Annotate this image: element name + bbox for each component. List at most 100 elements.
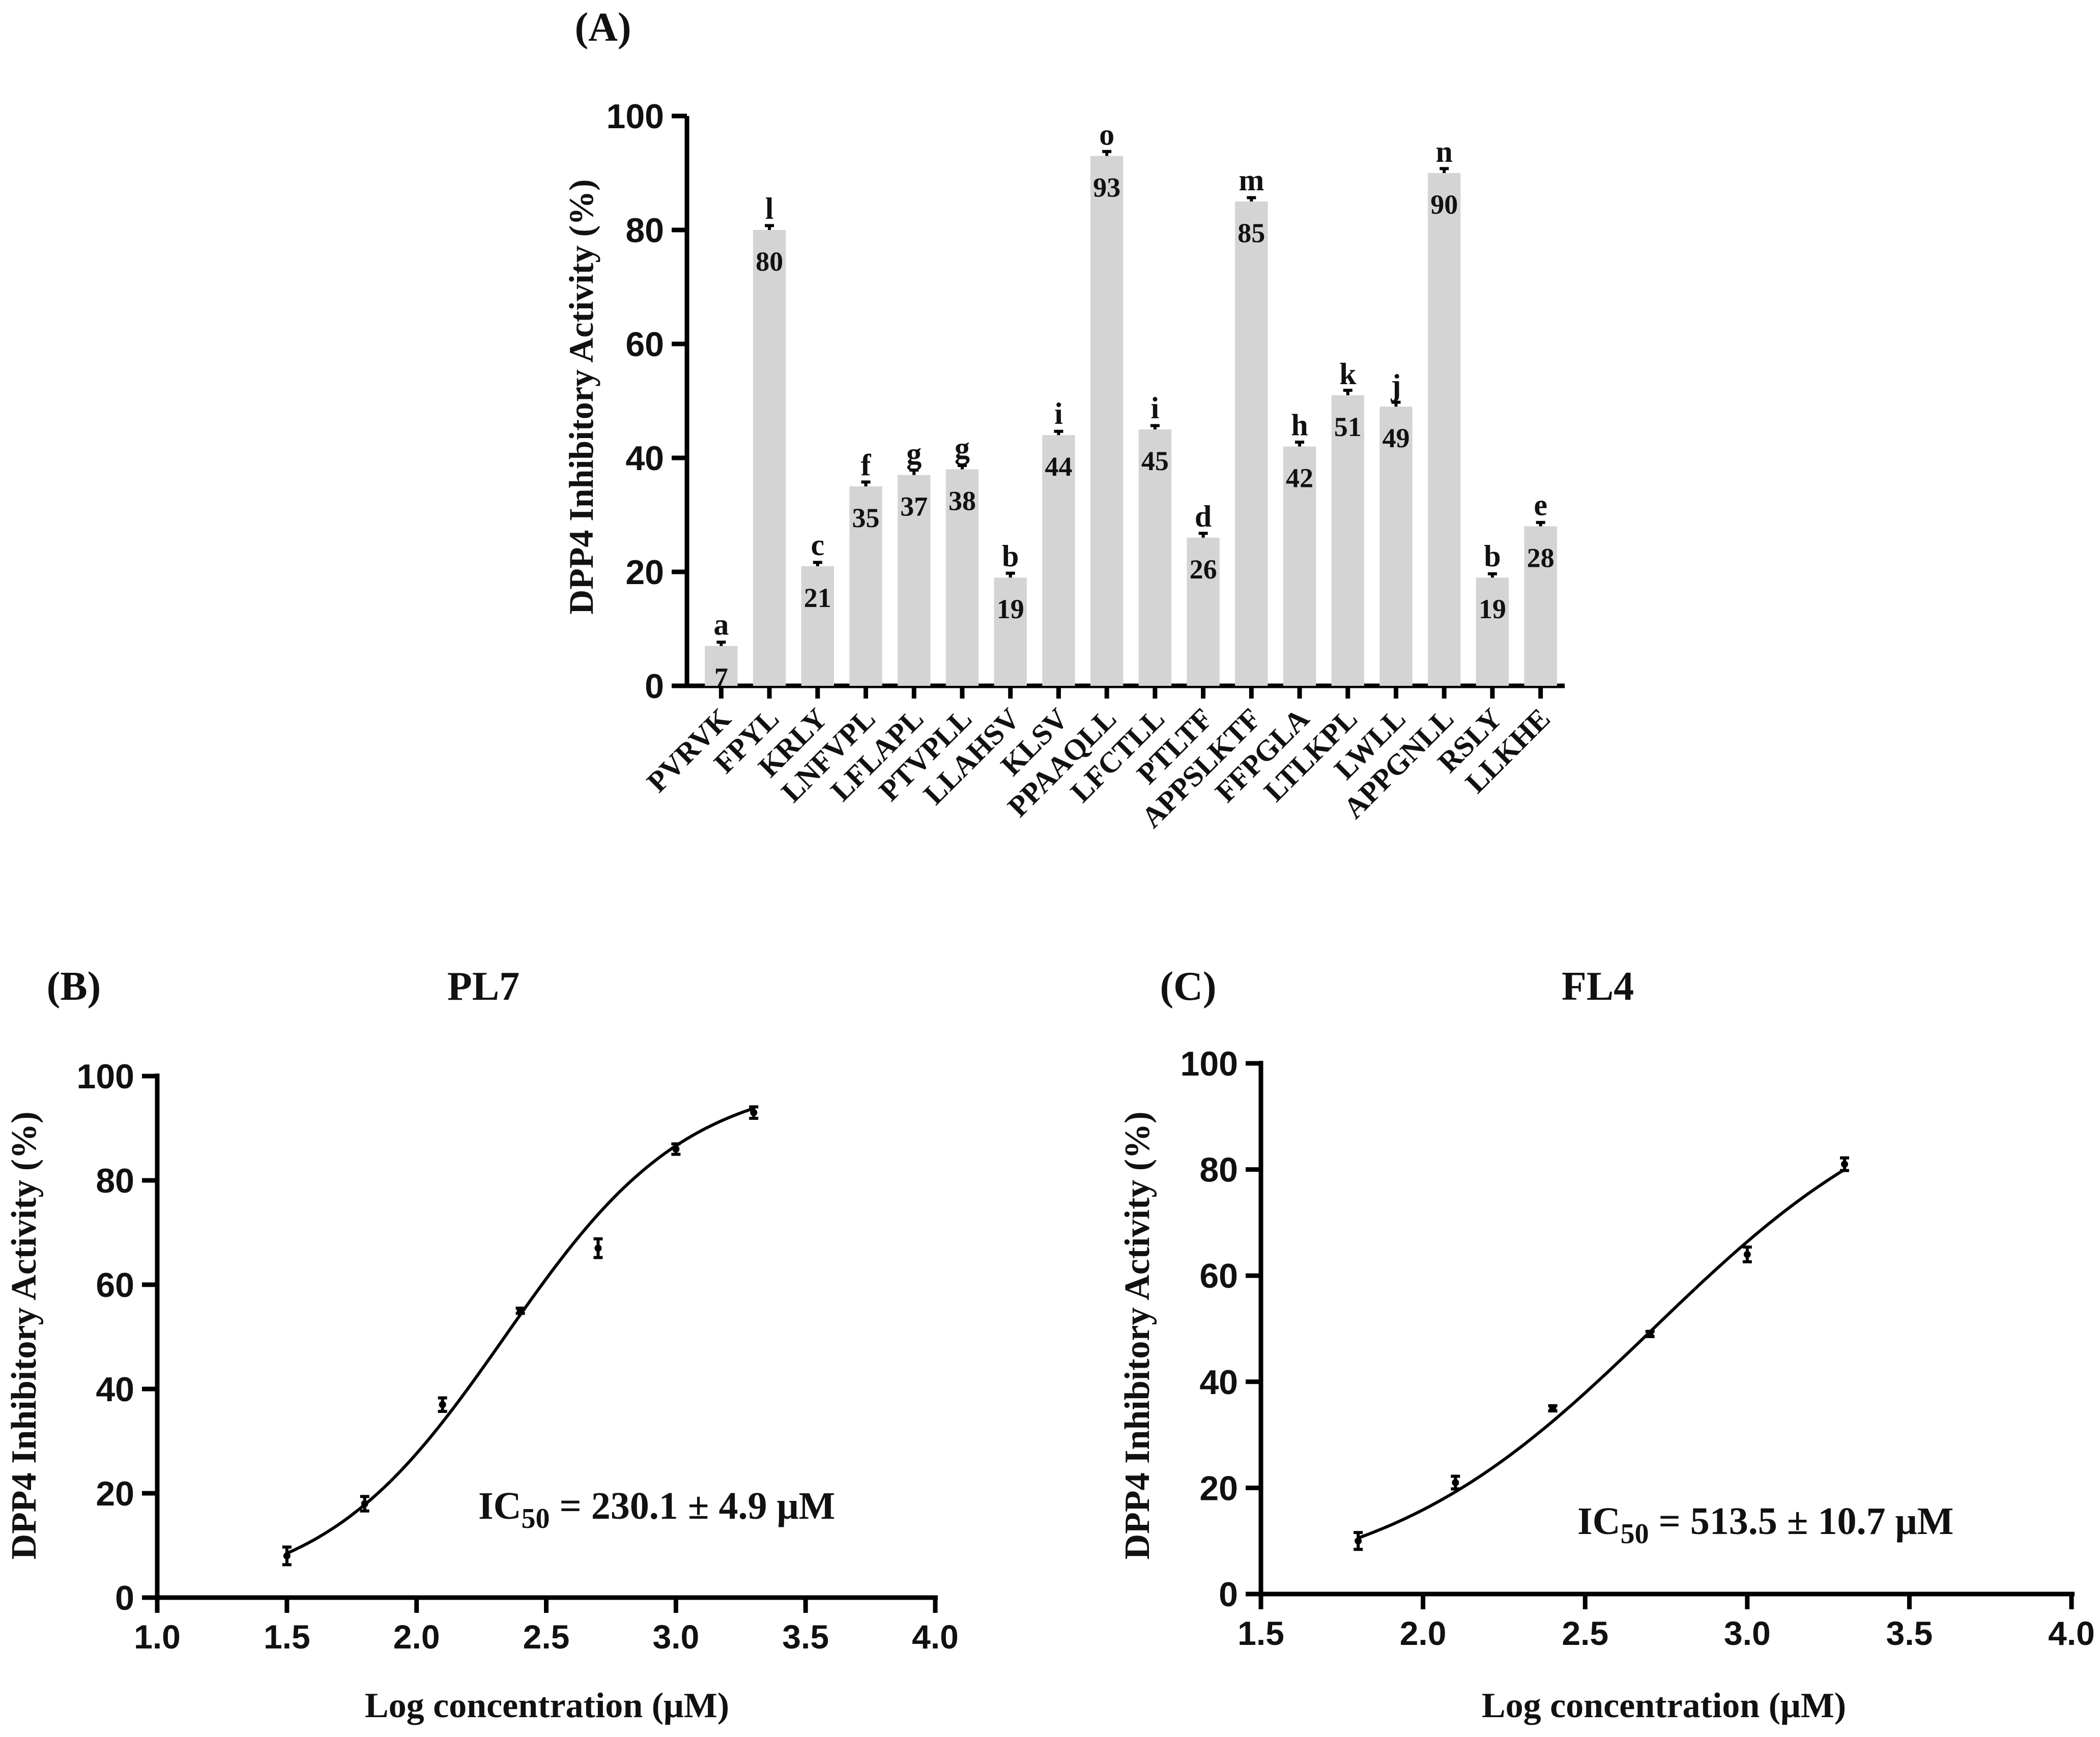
- panel-a-bar: [801, 566, 835, 686]
- panel-a-bar: [1427, 173, 1461, 686]
- panel-c-dose-response-chart: (C) FL4 DPP4 Inhibitory Activity (%) Log…: [1118, 964, 2095, 1725]
- panel-b-x-tick-label: 3.0: [652, 1618, 699, 1656]
- panel-b-label: (B): [47, 964, 101, 1009]
- panel-a-value-label: 80: [756, 246, 783, 277]
- panel-a-value-label: 21: [804, 583, 831, 613]
- panel-c-title: FL4: [1562, 964, 1634, 1009]
- panel-a-significance-letter: i: [1054, 397, 1063, 430]
- panel-b-title: PL7: [447, 964, 520, 1009]
- panel-a-y-tick-label: 60: [625, 325, 664, 364]
- panel-c-data-point: [1549, 1404, 1557, 1412]
- panel-c-y-tick-label: 20: [1199, 1469, 1238, 1508]
- panel-c-y-tick-label: 40: [1199, 1363, 1238, 1402]
- panel-a-y-tick-label: 40: [625, 439, 664, 478]
- panel-a-value-label: 28: [1527, 542, 1555, 573]
- panel-c-data-point: [1355, 1537, 1362, 1545]
- panel-a-value-label: 44: [1045, 451, 1072, 482]
- panel-a-significance-letter: a: [713, 608, 729, 642]
- panel-b-y-tick-label: 40: [96, 1370, 134, 1409]
- panel-a-significance-letter: b: [1484, 539, 1501, 573]
- panel-a-bar: [849, 486, 882, 686]
- panel-b-ic50-prefix: IC: [478, 1485, 521, 1527]
- panel-c-x-tick-label: 3.0: [1724, 1614, 1771, 1652]
- panel-b-x-tick-label: 2.5: [523, 1618, 570, 1656]
- panel-c-x-tick-label: 3.5: [1886, 1614, 1933, 1652]
- panel-a-significance-letter: m: [1239, 163, 1264, 197]
- panel-c-ic50-prefix: IC: [1577, 1500, 1620, 1543]
- panel-a-significance-letter: e: [1534, 488, 1547, 522]
- panel-a-y-tick-label: 20: [625, 553, 664, 592]
- panel-a-significance-letter: h: [1291, 409, 1308, 442]
- panel-c-x-tick-label: 2.5: [1562, 1614, 1608, 1652]
- panel-b-data-point: [283, 1552, 291, 1559]
- panel-c-x-axis-label: Log concentration (μM): [1482, 1686, 1846, 1725]
- panel-c-ic50-value: = 513.5 ± 10.7 μM: [1649, 1500, 1953, 1543]
- panel-b-y-tick-label: 100: [77, 1057, 134, 1096]
- panel-a-bar: [705, 646, 738, 686]
- panel-a-value-label: 45: [1141, 446, 1169, 476]
- panel-c-data-point: [1743, 1251, 1751, 1258]
- panel-b-x-tick-label: 2.0: [393, 1618, 440, 1656]
- panel-b-x-tick-label: 3.5: [782, 1618, 829, 1656]
- panel-a-bar: [1187, 537, 1220, 686]
- panel-a-bar: [1138, 429, 1172, 686]
- panel-b-data-point: [361, 1500, 368, 1508]
- panel-a-value-label: 35: [852, 503, 880, 533]
- panel-c-data-point: [1646, 1330, 1654, 1338]
- panel-c-ic50-subscript: 50: [1620, 1518, 1649, 1550]
- panel-a-value-label: 90: [1430, 189, 1458, 220]
- panel-a-value-label: 38: [948, 485, 976, 516]
- panel-a-significance-letter: g: [955, 431, 970, 465]
- panel-b-dose-response-chart: (B) PL7 DPP4 Inhibitory Activity (%) Log…: [5, 964, 959, 1725]
- panel-a-bar: [1379, 407, 1413, 686]
- panel-a-significance-letter: i: [1151, 391, 1160, 425]
- panel-a-bar: [945, 469, 979, 686]
- panel-b-ic50-value: = 230.1 ± 4.9 μM: [550, 1485, 835, 1527]
- panel-a-bar: [1235, 201, 1268, 686]
- panel-b-y-tick-label: 20: [96, 1474, 134, 1513]
- panel-b-y-tick-label: 80: [96, 1162, 134, 1200]
- panel-a-value-label: 42: [1286, 463, 1313, 494]
- panel-a-significance-letter: c: [811, 528, 824, 562]
- panel-a-value-label: 37: [900, 491, 928, 522]
- panel-c-ic50-annotation: IC50 = 513.5 ± 10.7 μM: [1577, 1500, 1953, 1550]
- panel-a-bar: [994, 577, 1027, 686]
- panel-c-x-tick-label: 4.0: [2048, 1614, 2095, 1652]
- panel-a-significance-letter: l: [765, 192, 774, 225]
- panel-a-y-axis-label: DPP4 Inhibitory Activity (%): [562, 179, 600, 615]
- panel-a-value-label: 85: [1238, 218, 1265, 248]
- panel-a-y-tick-label: 0: [645, 667, 664, 706]
- panel-b-ic50-annotation: IC50 = 230.1 ± 4.9 μM: [478, 1485, 835, 1535]
- panel-a-bar: [1476, 577, 1509, 686]
- panel-b-x-axis-label: Log concentration (μM): [365, 1686, 729, 1725]
- panel-a-bar: [1090, 156, 1124, 686]
- panel-b-data-point: [672, 1145, 680, 1153]
- panel-b-data-point: [516, 1307, 524, 1315]
- panel-a-label: (A): [574, 5, 631, 50]
- panel-c-y-tick-label: 100: [1181, 1045, 1238, 1083]
- panel-b-y-tick-label: 60: [96, 1266, 134, 1305]
- panel-a-value-label: 19: [997, 594, 1024, 624]
- panel-b-ic50-subscript: 50: [521, 1503, 550, 1535]
- panel-a-bar: [1042, 435, 1075, 686]
- panel-b-y-tick-label: 0: [115, 1579, 134, 1617]
- panel-b-data-point: [594, 1244, 602, 1252]
- panel-a-bar: [1524, 526, 1557, 686]
- panel-c-y-tick-label: 60: [1199, 1257, 1238, 1295]
- panel-a-y-tick-label: 100: [607, 97, 664, 136]
- panel-a-significance-letter: b: [1002, 539, 1019, 573]
- panel-c-fit-curve: [1358, 1168, 1846, 1540]
- panel-c-y-axis-label: DPP4 Inhibitory Activity (%): [1118, 1112, 1157, 1560]
- panel-a-bar: [753, 230, 786, 686]
- panel-a-value-label: 93: [1093, 172, 1120, 202]
- panel-a-bar: [1283, 446, 1316, 686]
- panel-b-x-tick-label: 1.5: [264, 1618, 310, 1656]
- panel-a-significance-letter: n: [1436, 135, 1453, 168]
- panel-a-value-label: 26: [1190, 554, 1217, 585]
- panel-c-x-tick-label: 2.0: [1400, 1614, 1447, 1652]
- panel-a-value-label: 19: [1479, 594, 1506, 624]
- panel-a-bar: [1331, 395, 1364, 686]
- panel-b-x-tick-label: 1.0: [134, 1618, 181, 1656]
- panel-c-label: (C): [1160, 964, 1216, 1009]
